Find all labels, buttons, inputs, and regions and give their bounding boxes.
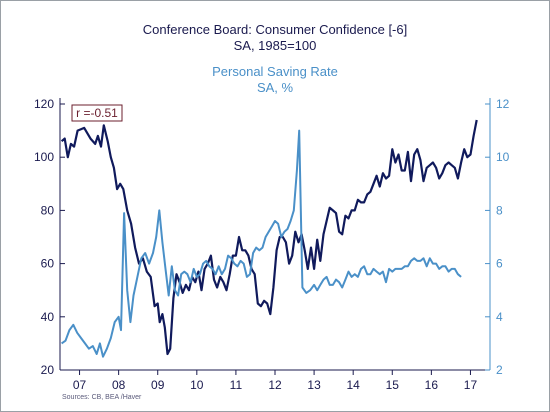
right-tick-label: 12 [496, 97, 510, 111]
x-tick-label: 07 [73, 378, 87, 392]
right-tick-label: 2 [496, 363, 503, 377]
secondary-title: Personal Saving Rate [212, 64, 338, 79]
chart-titles: Conference Board: Consumer Confidence [-… [0, 22, 550, 96]
chart-subtitle: SA, 1985=100 [233, 38, 317, 53]
x-tick-label: 13 [307, 378, 321, 392]
x-tick-label: 10 [190, 378, 204, 392]
left-tick-label: 80 [41, 203, 55, 217]
chart-lines [60, 119, 478, 358]
left-tick-label: 120 [34, 97, 54, 111]
right-tick-label: 8 [496, 203, 503, 217]
x-tick-label: 08 [112, 378, 126, 392]
secondary-subtitle: SA, % [256, 80, 294, 95]
x-tick-label: 17 [464, 378, 478, 392]
right-tick-label: 10 [496, 150, 510, 164]
right-tick-label: 4 [496, 310, 503, 324]
x-tick-label: 12 [268, 378, 282, 392]
source-note: Sources: CB, BEA /Haver [62, 394, 142, 401]
x-tick-label: 15 [386, 378, 400, 392]
annotation-box [71, 104, 123, 122]
saving-rate-line [61, 129, 462, 358]
x-tick-label: 16 [425, 378, 439, 392]
x-tick-label: 11 [230, 378, 243, 392]
x-tick-label: 14 [347, 378, 361, 392]
right-tick-label: 6 [496, 257, 503, 271]
left-tick-label: 60 [41, 257, 55, 271]
left-tick-label: 20 [41, 363, 55, 377]
left-tick-label: 100 [34, 150, 54, 164]
left-tick-label: 40 [41, 310, 55, 324]
chart-title: Conference Board: Consumer Confidence [-… [142, 22, 408, 37]
annotation-text: r =-0.51 [76, 106, 118, 120]
x-tick-label: 09 [151, 378, 165, 392]
chart-annotation: r =-0.51 [71, 104, 123, 122]
chart-axes: 20 40 60 80 100 120 2 4 6 8 10 12 07 08 09 10 11 12 13 14 15… [34, 97, 510, 392]
